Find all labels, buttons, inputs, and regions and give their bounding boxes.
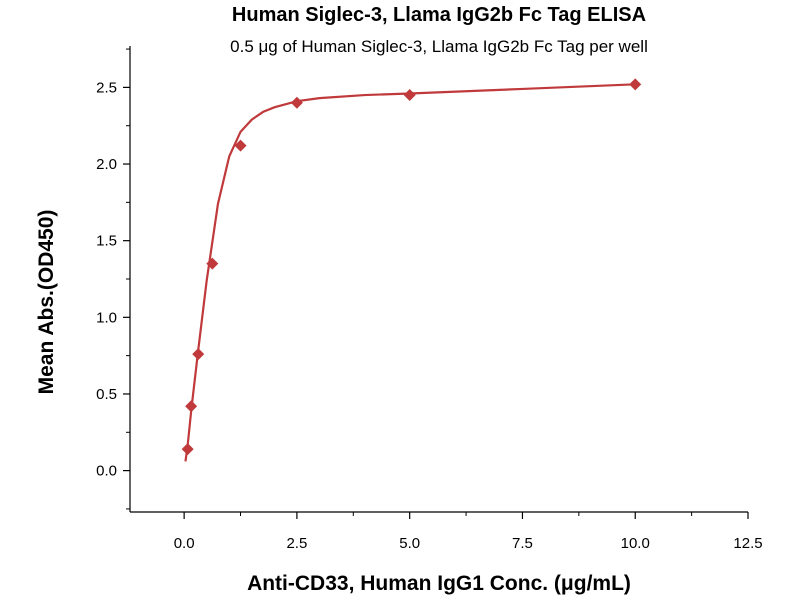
data-point [403,89,416,102]
x-axis-label: Anti-CD33, Human IgG1 Conc. (μg/mL) [247,572,631,595]
x-tick-label: 10.0 [621,535,650,552]
axes [129,46,748,513]
y-tick-label: 0.5 [96,386,117,403]
x-tick-labels: 0.0 2.5 5.0 7.5 10.0 12.5 [174,535,763,552]
x-tick-label: 2.5 [286,535,307,552]
y-tick-label: 1.0 [96,309,117,326]
x-tick-label: 12.5 [733,535,762,552]
x-ticks [183,512,749,519]
y-tick-label: 2.0 [96,156,117,173]
y-axis-label: Mean Abs.(OD450) [35,210,58,395]
data-point [206,257,219,270]
x-tick-label: 0.0 [174,535,195,552]
data-point [181,443,194,456]
data-point [185,400,198,413]
y-tick-label: 1.5 [96,233,117,250]
y-tick-labels: 0.0 0.5 1.0 1.5 2.0 2.5 [96,79,117,479]
data-point [290,96,303,109]
y-tick-label: 2.5 [96,79,117,96]
data-point [234,139,247,152]
chart-title: Human Siglec-3, Llama IgG2b Fc Tag ELISA [232,4,646,26]
x-tick-label: 5.0 [399,535,420,552]
y-ticks [123,48,130,510]
data-point [192,348,205,361]
y-tick-label: 0.0 [96,463,117,480]
x-tick-label: 7.5 [512,535,533,552]
fit-curve [184,83,636,462]
chart-subtitle: 0.5 μg of Human Siglec-3, Llama IgG2b Fc… [230,37,648,56]
data-points [181,78,642,456]
data-point [629,78,642,91]
